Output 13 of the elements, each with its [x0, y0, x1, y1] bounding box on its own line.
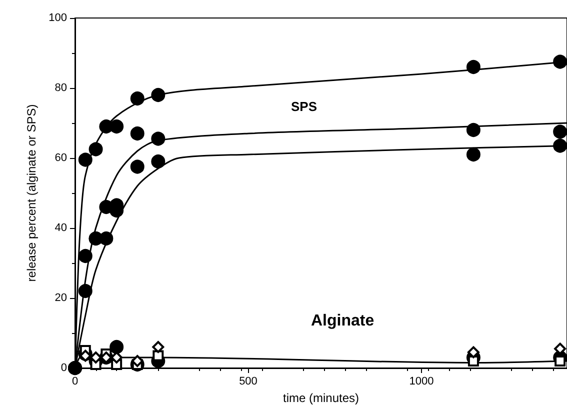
y-tick-label: 60	[54, 152, 67, 164]
y-tick-label: 100	[48, 12, 67, 24]
x-tick-label: 500	[239, 376, 258, 388]
y-tick-label: 20	[54, 292, 67, 304]
x-tick-label: 1000	[409, 376, 434, 388]
annotation: SPS	[291, 99, 318, 114]
y-axis-title: release percent (alginate or SPS)	[24, 104, 39, 282]
y-tick-label: 40	[54, 222, 67, 234]
x-axis-title: time (minutes)	[282, 390, 360, 405]
y-tick-label: 0	[60, 362, 67, 374]
annotation: Alginate	[311, 312, 374, 330]
x-tick-label: 0	[72, 376, 78, 388]
y-tick-label: 80	[54, 82, 67, 94]
